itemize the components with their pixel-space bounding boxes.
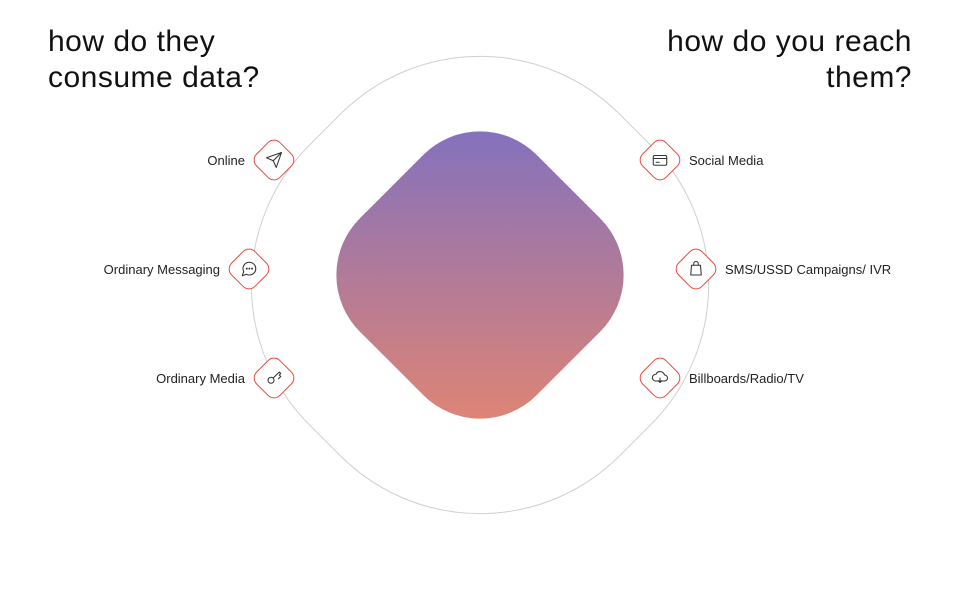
paper-plane-icon [250,136,298,184]
heading-right-line2: them? [667,60,912,96]
heading-left: how do they consume data? [48,24,260,96]
chat-icon [225,245,273,293]
heading-left-line2: consume data? [48,60,260,96]
cloud-icon [636,354,684,402]
right-item-label: SMS/USSD Campaigns/ IVR [725,262,891,277]
left-item-label: Ordinary Messaging [104,262,220,277]
left-item-label: Ordinary Media [156,371,245,386]
bag-icon [672,245,720,293]
heading-right-line1: how do you reach [667,24,912,60]
heading-left-line1: how do they [48,24,260,60]
left-item-messaging: Ordinary Messaging [104,252,266,286]
key-icon [250,354,298,402]
right-item-label: Social Media [689,153,763,168]
right-item-sms: SMS/USSD Campaigns/ IVR [679,252,891,286]
left-item-label: Online [207,153,245,168]
left-item-online: Online [207,143,291,177]
left-item-media: Ordinary Media [156,361,291,395]
card-icon [636,136,684,184]
right-item-label: Billboards/Radio/TV [689,371,804,386]
heading-right: how do you reach them? [667,24,912,96]
right-item-billboards: Billboards/Radio/TV [643,361,804,395]
right-item-social: Social Media [643,143,763,177]
